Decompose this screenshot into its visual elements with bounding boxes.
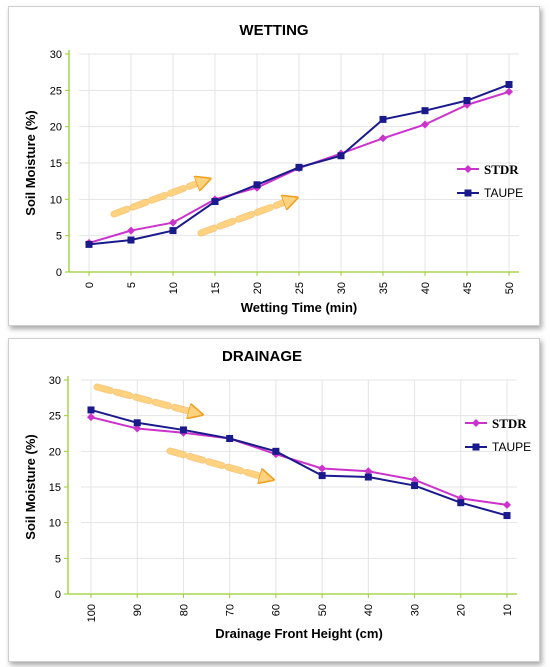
x-tick-label: 0 [84,282,96,288]
taupe-point [179,426,187,434]
taupe-point [87,406,95,414]
x-tick-label: 15 [210,282,222,294]
taupe-point [411,482,419,490]
taupe-point [226,434,234,442]
x-axis-label: Drainage Front Height (cm) [215,626,383,641]
y-axis-label: Soil Moisture (%) [23,110,38,215]
x-tick-label: 30 [409,604,421,616]
stdr-line [90,416,508,506]
stdr-point [169,218,177,227]
legend-label: TAUPE [492,440,531,454]
y-tick-label: 25 [50,85,62,97]
wetting-chart-panel: WETTING 0 5 10 15 20 25 30 0 5 10 15 20 25 30 35 40 45 50 W… [8,6,540,326]
x-tick-label: 5 [126,282,138,288]
x-tick-label: 20 [252,282,264,294]
y-tick-label: 15 [50,158,62,170]
taupe-point [457,499,465,507]
decorative-arrow [111,181,204,217]
x-tick-label: 50 [504,282,516,294]
legend-marker [464,189,472,197]
taupe-point [169,227,177,235]
stdr-point [318,464,327,473]
taupe-point [211,198,219,206]
y-tick-label: 20 [49,446,61,458]
taupe-point [337,152,345,160]
taupe-point [253,181,261,189]
x-tick-label: 50 [317,604,329,616]
taupe-point [421,107,429,115]
x-tick-label: 25 [294,282,306,294]
legend-marker [464,165,472,173]
y-axis-label: Soil Moisture (%) [23,434,38,539]
taupe-point [379,115,387,123]
wetting-chart: WETTING 0 5 10 15 20 25 30 0 5 10 15 20 25 30 35 40 45 50 W… [23,22,523,315]
taupe-point [364,473,372,481]
stdr-point [410,475,419,484]
taupe-point [133,419,141,427]
y-tick-label: 0 [55,589,61,601]
x-tick-label: 80 [178,604,190,616]
x-tick-label: 60 [271,604,283,616]
chart-title: DRAINAGE [222,348,302,365]
x-tick-label: 10 [168,282,180,294]
drainage-chart-panel: DRAINAGE 0 5 10 15 20 25 30 100 90 80 70 60 50 40 30 20 1… [8,338,540,662]
taupe-line [90,408,508,517]
x-axis-label: Wetting Time (min) [241,300,358,315]
x-tick-label: 10 [502,604,514,616]
x-tick-label: 30 [336,282,348,294]
legend-marker [472,419,480,427]
stdr-point [421,120,429,129]
stdr-point [379,134,387,143]
legend-label: STDR [492,416,527,431]
decorative-arrow [167,448,267,478]
decorative-arrow [94,384,196,413]
y-tick-label: 20 [50,122,62,134]
taupe-point [318,472,326,480]
y-tick-label: 30 [49,375,61,387]
y-tick-label: 5 [56,231,62,243]
taupe-point [463,97,471,105]
x-tick-label: 20 [456,604,468,616]
chart-title: WETTING [239,22,308,39]
taupe-point [503,512,511,520]
stdr-point [364,467,373,476]
x-tick-label: 40 [363,604,375,616]
legend-marker [472,443,480,451]
legend-label: STDR [484,162,519,177]
taupe-point [127,236,135,244]
stdr-point [133,424,142,433]
stdr-point [127,226,135,235]
taupe-point [272,447,280,455]
drainage-chart: DRAINAGE 0 5 10 15 20 25 30 100 90 80 70 60 50 40 30 20 1… [23,348,531,641]
stdr-point [87,413,95,422]
x-tick-label: 35 [378,282,390,294]
y-tick-label: 5 [55,553,61,565]
taupe-point [295,163,303,171]
y-tick-label: 0 [56,267,62,279]
x-tick-label: 40 [420,282,432,294]
y-tick-label: 10 [50,194,62,206]
taupe-point [505,81,513,89]
y-tick-label: 10 [49,518,61,530]
x-tick-label: 90 [132,604,144,616]
y-tick-label: 15 [49,482,61,494]
legend-label: TAUPE [484,186,523,200]
x-tick-label: 70 [225,604,237,616]
stdr-point [505,87,513,96]
stdr-point [503,500,511,509]
decorative-arrow [198,200,291,236]
x-tick-label: 45 [462,282,474,294]
y-tick-label: 25 [49,411,61,423]
taupe-point [85,240,93,248]
y-tick-label: 30 [50,49,62,61]
x-tick-label: 100 [86,604,98,622]
